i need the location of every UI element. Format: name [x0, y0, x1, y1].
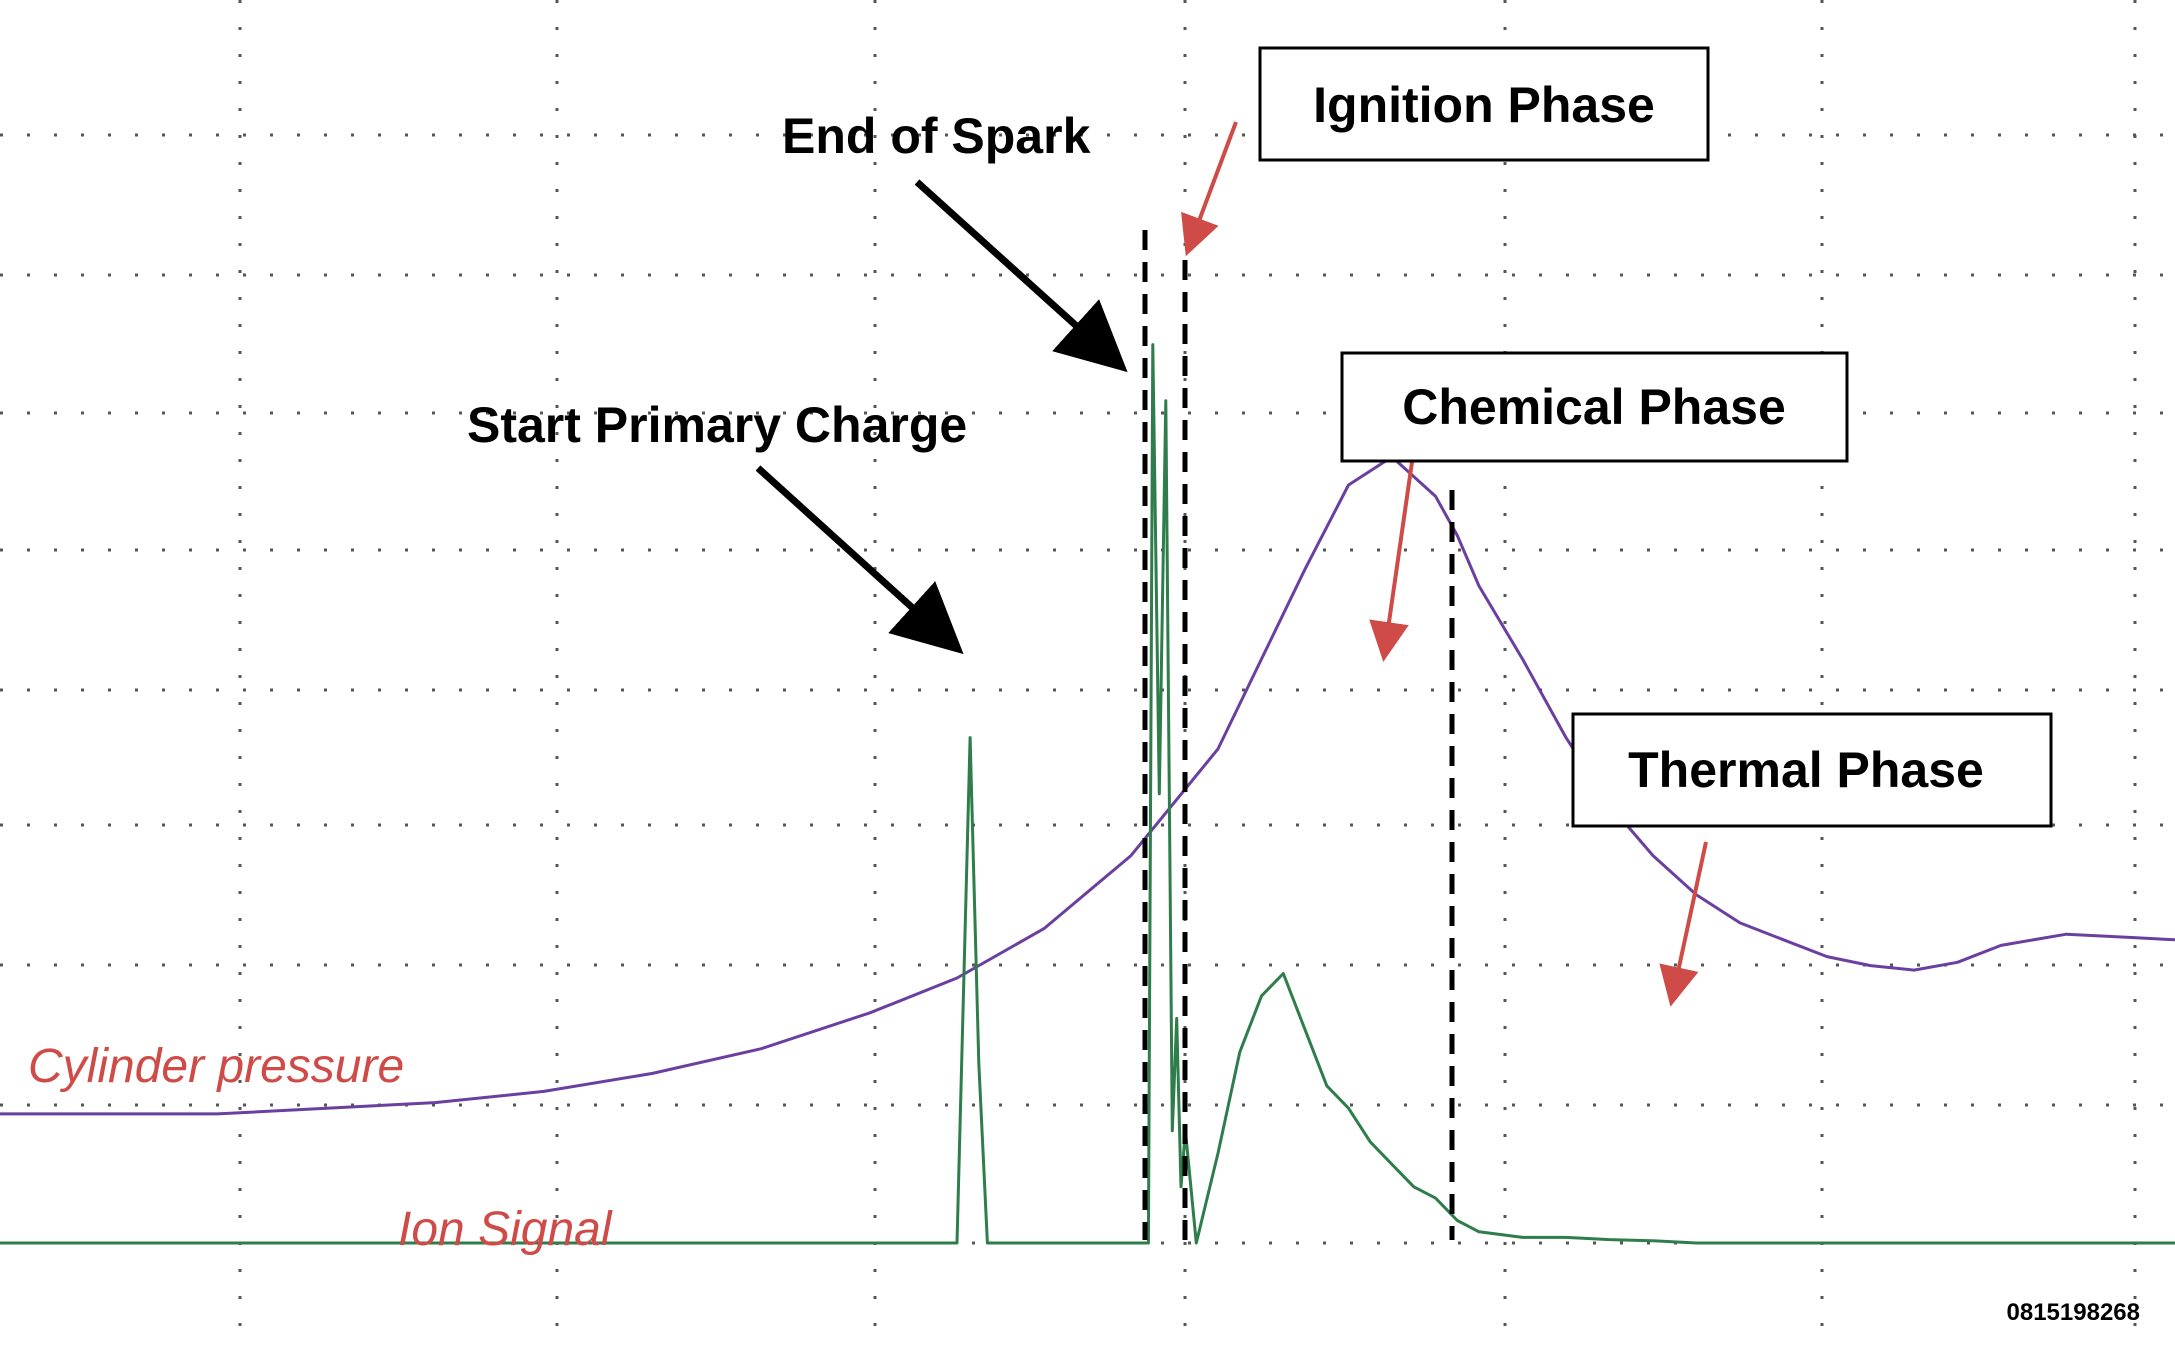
annotation-ignition-phase: Ignition Phase: [1313, 77, 1655, 133]
annotation-thermal-phase: Thermal Phase: [1628, 742, 1984, 798]
series-line-ion-signal: [0, 343, 2175, 1245]
end-of-spark-arrow: [914, 179, 1128, 373]
start-primary-charge-arrow: [755, 465, 964, 655]
annotation-chemical-phase: Chemical Phase: [1402, 379, 1786, 435]
annotation-box-ignition-phase: Ignition Phase: [1258, 46, 1710, 162]
annotation-arrows: [755, 121, 1708, 1007]
figure-id: 0815198268: [2007, 1299, 2140, 1326]
series-layer: [0, 343, 2175, 1245]
thermal-phase-arrow: [1659, 841, 1708, 1007]
series-line-cylinder-pressure: [0, 455, 2175, 1116]
annotation-end-of-spark: End of Spark: [782, 108, 1091, 164]
series-label-ion-signal: Ion Signal: [398, 1203, 613, 1256]
annotation-start-primary-charge: Start Primary Charge: [467, 397, 967, 453]
series-label-cylinder-pressure: Cylinder pressure: [28, 1040, 404, 1093]
ignition-phase-arrow: [1181, 121, 1238, 257]
annotation-box-thermal-phase: Thermal Phase: [1571, 712, 2053, 828]
phase-markers: [1142, 230, 1455, 1240]
chemical-phase-arrow: [1369, 461, 1414, 662]
annotation-box-chemical-phase: Chemical Phase: [1340, 351, 1849, 463]
